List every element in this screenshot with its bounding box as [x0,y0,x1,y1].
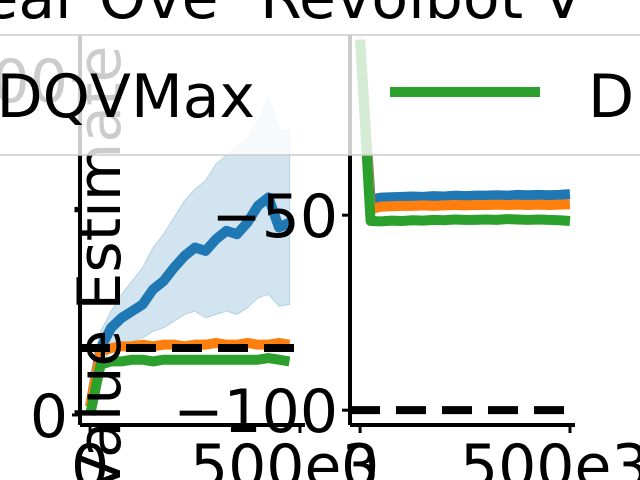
y-tick-label: −100 [173,377,338,447]
series-line [355,39,571,205]
series-line [85,192,292,408]
subplot-title: Revolbot V [260,0,583,33]
series-line [355,39,571,227]
x-tick-label: 0 [341,432,379,480]
series-line [355,39,571,215]
legend: DQVMax D [0,34,640,156]
series-line [85,353,291,416]
x-tick-label: 500e3 [190,432,380,480]
x-tick-label: 500e3 [460,432,640,480]
y-tick-label: 0 [30,382,68,452]
subplot-title: ear Ove [0,0,219,33]
legend-label: D [588,62,634,132]
legend-label: DQVMax [0,62,255,132]
x-tick-label: 0 [71,432,109,480]
y-tick-label: −50 [211,182,338,252]
